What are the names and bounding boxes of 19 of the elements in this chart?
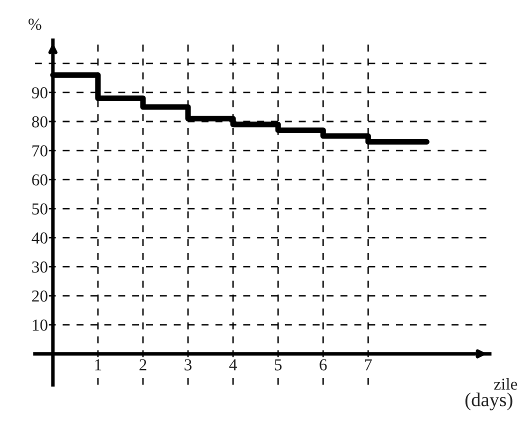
y-tick-label: 40 — [32, 232, 48, 244]
y-tick-label: 60 — [32, 174, 48, 186]
x-tick-label: 7 — [365, 359, 372, 370]
y-tick-label: 80 — [32, 116, 48, 128]
x-axis-title: zile — [494, 378, 518, 390]
y-tick-label: 70 — [32, 145, 48, 156]
y-tick-label: 10 — [32, 320, 48, 331]
x-tick-label: 4 — [229, 359, 237, 370]
x-tick-label: 2 — [140, 359, 146, 370]
text: (days) — [465, 392, 512, 410]
x-tick-label: 6 — [320, 359, 327, 370]
x-tick-label: 5 — [274, 359, 282, 370]
x-tick-label: 3 — [184, 359, 192, 370]
y-tick-label: 90 — [32, 87, 48, 98]
x-tick-label: 1 — [95, 359, 102, 370]
y-tick-label: 20 — [32, 290, 48, 302]
y-tick-label: 30 — [32, 261, 48, 273]
y-axis-title: % — [28, 18, 42, 30]
y-tick-label: 50 — [32, 203, 48, 215]
